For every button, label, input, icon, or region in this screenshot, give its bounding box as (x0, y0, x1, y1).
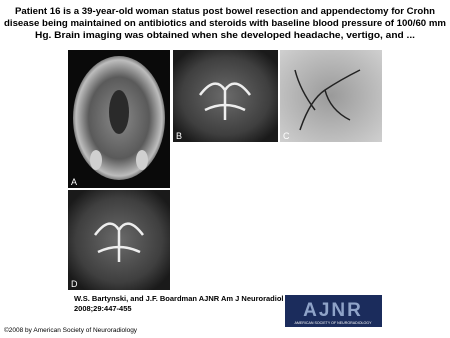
panel-label: C (283, 131, 290, 141)
lesion (136, 150, 148, 170)
lesion (90, 150, 102, 170)
title-line: Patient 16 is a 39-year-old woman status… (15, 6, 435, 16)
panel-b: B (173, 50, 278, 142)
title-line: Hg. Brain imaging was obtained when she … (35, 30, 415, 40)
logo-background (285, 295, 382, 327)
citation-line: 2008;29:447-455 (74, 304, 132, 313)
panel-label: D (71, 279, 78, 289)
angiogram-image (280, 50, 382, 142)
citation: W.S. Bartynski, and J.F. Boardman AJNR A… (74, 294, 284, 313)
vessels (199, 82, 251, 120)
panel-c: C (280, 50, 382, 142)
panel-a: A (68, 50, 170, 188)
title-line: disease being maintained on antibiotics … (4, 18, 446, 28)
title: Patient 16 is a 39-year-old woman status… (4, 6, 446, 40)
logo-name: AJNR (303, 300, 363, 321)
citation-line: W.S. Bartynski, and J.F. Boardman AJNR A… (74, 294, 284, 303)
logo-subtitle: AMERICAN SOCIETY OF NEURORADIOLOGY (294, 321, 372, 325)
brain-structure (109, 90, 129, 134)
panel-label: A (71, 177, 77, 187)
copyright: ©2008 by American Society of Neuroradiol… (4, 326, 138, 334)
logo: AJNR AMERICAN SOCIETY OF NEURORADIOLOGY (285, 295, 382, 327)
vessels (294, 69, 361, 131)
panel-label: B (176, 131, 182, 141)
vessels (94, 222, 144, 262)
panel-d: D (68, 190, 170, 290)
